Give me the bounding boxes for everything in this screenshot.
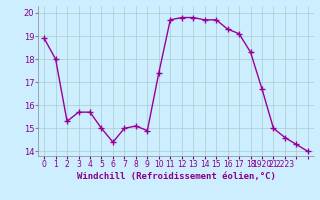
X-axis label: Windchill (Refroidissement éolien,°C): Windchill (Refroidissement éolien,°C) — [76, 172, 276, 181]
